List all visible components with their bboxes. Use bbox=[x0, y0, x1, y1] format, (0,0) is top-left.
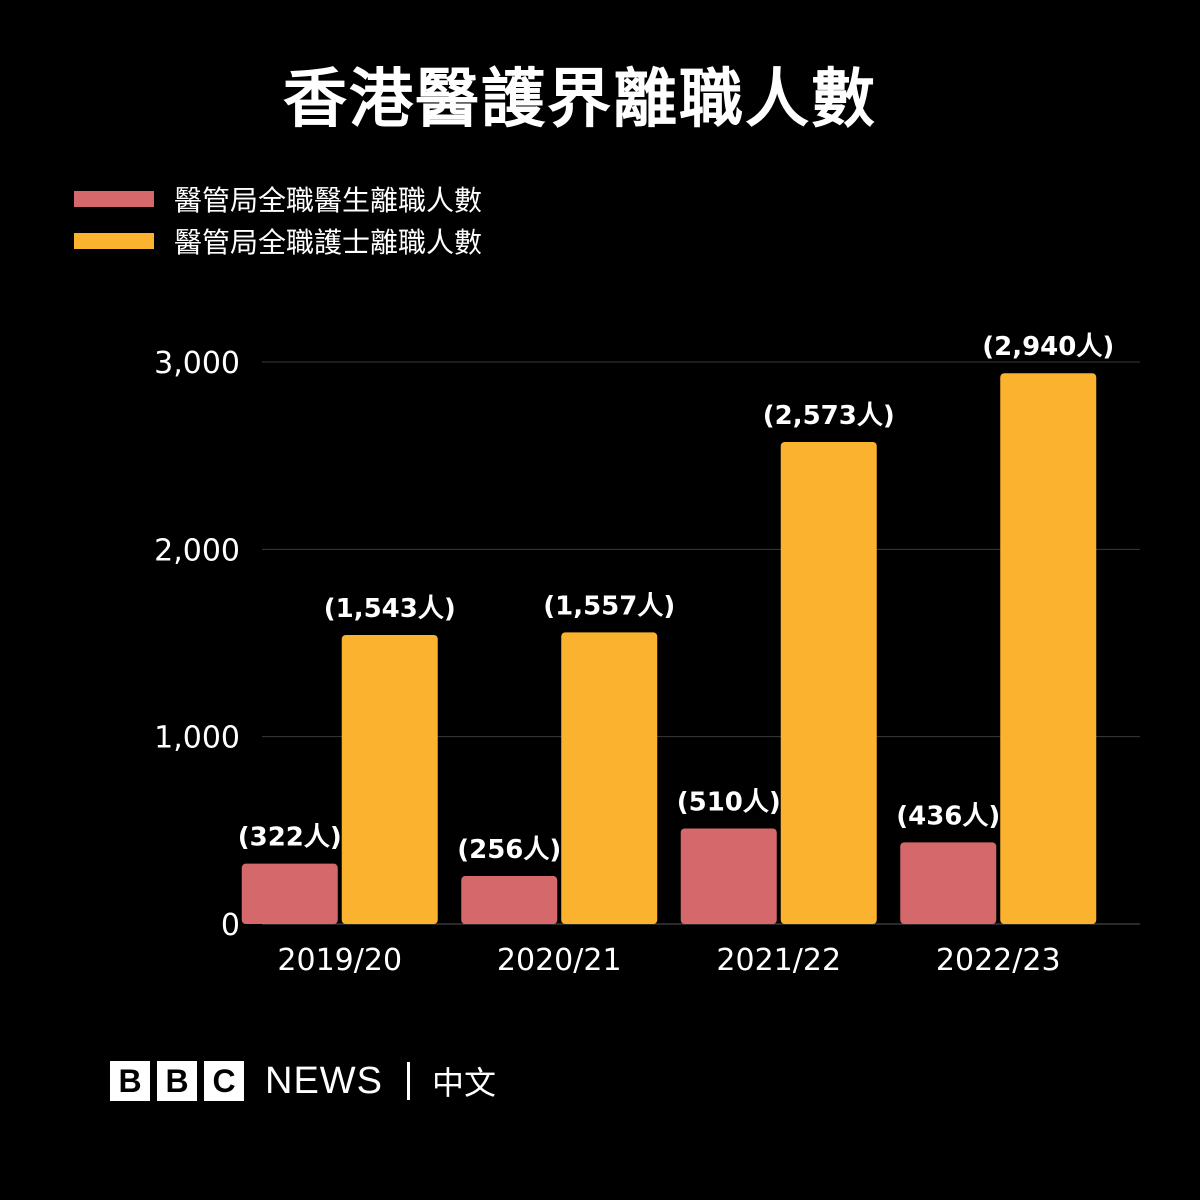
data-label-doctors: (256人) bbox=[457, 835, 561, 865]
data-label-doctors: (510人) bbox=[677, 787, 781, 817]
data-label-nurses: (2,940人) bbox=[982, 332, 1114, 362]
x-tick-label: 2022/23 bbox=[936, 943, 1061, 978]
data-label-nurses: (1,543人) bbox=[324, 594, 456, 624]
data-label-nurses: (2,573人) bbox=[763, 401, 895, 431]
legend: 醫管局全職醫生離職人數 醫管局全職護士離職人數 bbox=[74, 178, 482, 262]
x-tick-label: 2020/21 bbox=[497, 943, 622, 978]
bbc-news-logo: B B C NEWS 中文 bbox=[110, 1058, 496, 1104]
bar-nurses bbox=[561, 632, 658, 924]
x-tick-label: 2019/20 bbox=[277, 943, 402, 978]
legend-swatch-doctors bbox=[74, 191, 154, 207]
bar-nurses bbox=[341, 634, 438, 924]
bbc-letter-c: C bbox=[204, 1061, 244, 1101]
data-label-nurses: (1,557人) bbox=[543, 591, 675, 621]
chart-title: 香港醫護界離職人數 bbox=[283, 63, 877, 137]
data-label-doctors: (322人) bbox=[238, 823, 342, 853]
legend-swatch-nurses bbox=[74, 233, 154, 249]
bar-nurses bbox=[780, 441, 877, 924]
bbc-letter-b1: B bbox=[110, 1061, 150, 1101]
bar-nurses bbox=[1000, 373, 1097, 924]
legend-item-nurses: 醫管局全職護士離職人數 bbox=[74, 220, 482, 262]
bar-doctors bbox=[900, 842, 997, 924]
x-tick-label: 2021/22 bbox=[716, 943, 841, 978]
data-label-doctors: (436人) bbox=[896, 801, 1000, 831]
bbc-letter-b2: B bbox=[157, 1061, 197, 1101]
legend-label-doctors: 醫管局全職醫生離職人數 bbox=[174, 184, 483, 217]
y-tick-label: 1,000 bbox=[154, 721, 240, 756]
bar-doctors bbox=[680, 828, 777, 924]
bar-doctors bbox=[241, 863, 338, 924]
y-tick-label: 3,000 bbox=[154, 346, 240, 381]
news-text: NEWS bbox=[265, 1059, 383, 1102]
legend-label-nurses: 醫管局全職護士離職人數 bbox=[174, 226, 483, 259]
y-tick-label: 0 bbox=[221, 908, 240, 943]
bar-doctors bbox=[461, 876, 558, 924]
footer-divider bbox=[407, 1062, 410, 1100]
language-text: 中文 bbox=[432, 1064, 497, 1102]
y-tick-label: 2,000 bbox=[154, 533, 240, 568]
legend-item-doctors: 醫管局全職醫生離職人數 bbox=[74, 178, 482, 220]
